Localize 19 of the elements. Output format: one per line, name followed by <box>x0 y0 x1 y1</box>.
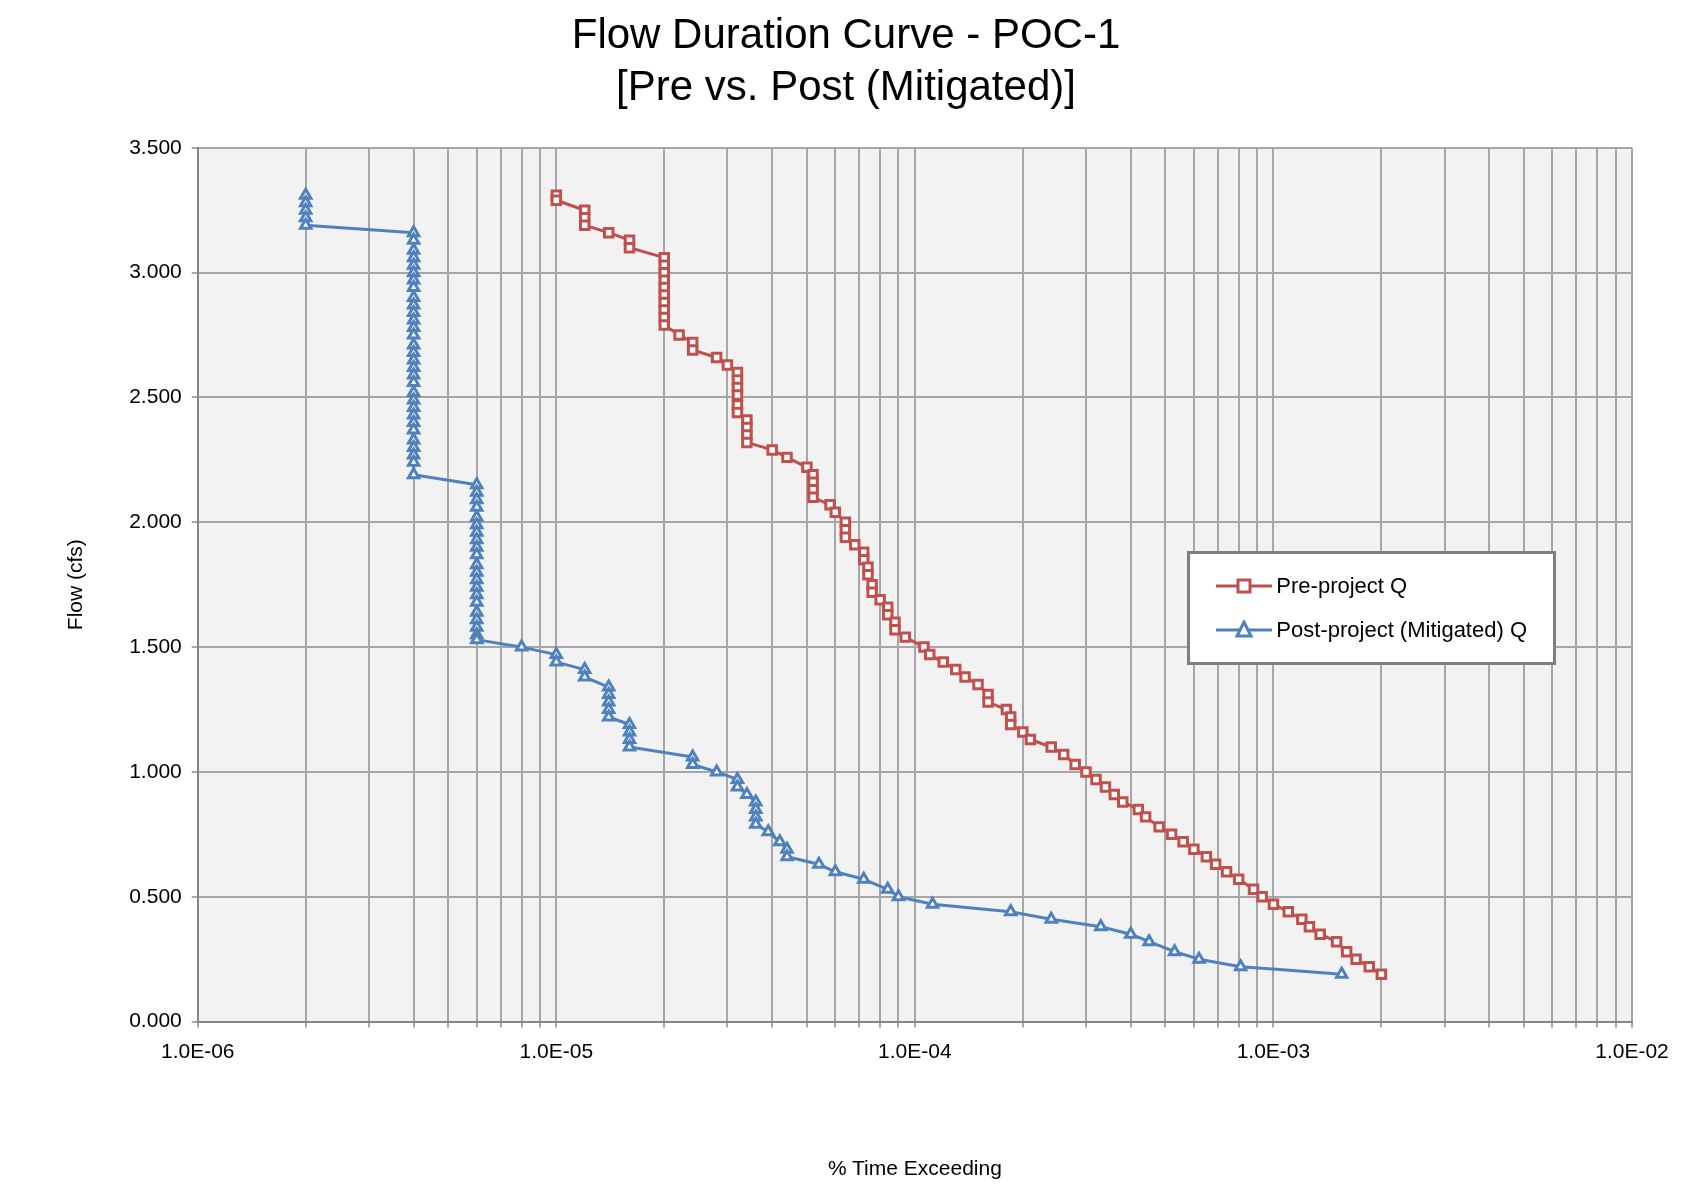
x-tick-label: 1.0E-03 <box>1236 1039 1311 1062</box>
x-tick-label: 1.0E-04 <box>878 1039 952 1062</box>
chart-title: Flow Duration Curve - POC-1 <box>571 9 1121 57</box>
y-axis-title: Flow (cfs) <box>63 539 87 631</box>
legend-label: Post-project (Mitigated) Q <box>1276 617 1527 643</box>
x-tick-label: 1.0E-02 <box>1595 1039 1669 1062</box>
y-tick-label: 0.000 <box>129 1008 182 1032</box>
y-tick-label: 3.000 <box>129 259 182 283</box>
y-tick-label: 2.500 <box>129 384 182 408</box>
x-tick-label: 1.0E-06 <box>160 1039 235 1062</box>
y-tick-label: 1.500 <box>129 633 182 657</box>
x-tick-label: 1.0E-05 <box>519 1039 594 1062</box>
y-tick-label: 3.500 <box>129 134 182 158</box>
y-tick-label: 2.000 <box>129 509 182 533</box>
chart-subtitle: [Pre vs. Post (Mitigated)] <box>616 62 1076 110</box>
legend-label: Pre-project Q <box>1276 573 1408 599</box>
x-axis-title: % Time Exceeding <box>827 1156 1002 1180</box>
y-tick-label: 0.500 <box>129 883 182 907</box>
y-tick-label: 1.000 <box>129 758 182 782</box>
